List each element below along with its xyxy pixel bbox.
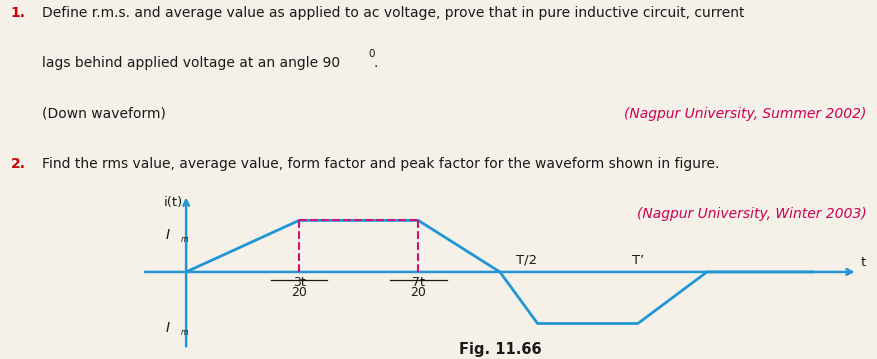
Text: t: t [860,256,866,269]
Text: $I$: $I$ [165,321,170,335]
Text: Define r.m.s. and average value as applied to ac voltage, prove that in pure ind: Define r.m.s. and average value as appli… [42,6,745,20]
Text: (Nagpur University, Winter 2003): (Nagpur University, Winter 2003) [637,207,866,221]
Text: 3t: 3t [293,276,305,289]
Text: T’: T’ [631,254,644,267]
Text: 2.: 2. [11,157,25,171]
Text: 1.: 1. [11,6,25,20]
Text: Fig. 11.66: Fig. 11.66 [459,342,541,357]
Text: $_{m}$: $_{m}$ [180,235,189,245]
Text: lags behind applied voltage at an angle 90: lags behind applied voltage at an angle … [42,56,340,70]
Text: Find the rms value, average value, form factor and peak factor for the waveform : Find the rms value, average value, form … [42,157,719,171]
Text: 0: 0 [368,49,374,59]
Text: T/2: T/2 [516,254,537,267]
Text: 7t: 7t [412,276,424,289]
Text: 20: 20 [291,286,307,299]
Text: (Down waveform): (Down waveform) [42,107,166,121]
Text: (Nagpur University, Summer 2002): (Nagpur University, Summer 2002) [624,107,866,121]
Text: .: . [374,56,378,70]
Text: i(t): i(t) [164,196,183,209]
Text: 20: 20 [410,286,426,299]
Text: $I$: $I$ [165,228,170,242]
Text: $_{m}$: $_{m}$ [180,328,189,338]
